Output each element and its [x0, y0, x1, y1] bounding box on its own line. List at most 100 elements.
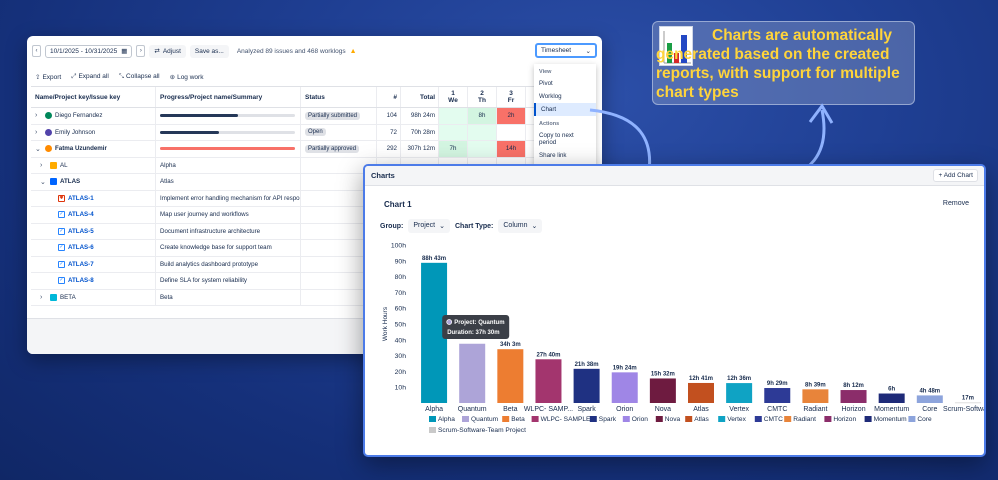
day-cell[interactable]: 8h [468, 108, 497, 124]
x-tick-label: Nova [655, 406, 671, 413]
y-tick-label: 30h [395, 353, 407, 360]
expand-all-button[interactable]: ⤢ Expand all [71, 73, 109, 81]
prev-period-button[interactable]: ‹ [32, 45, 41, 57]
charts-panel-header: Charts + Add Chart [365, 166, 984, 186]
next-period-button[interactable]: › [136, 45, 146, 57]
add-chart-button[interactable]: + Add Chart [933, 169, 978, 182]
x-tick-label: WLPC- SAMP... [524, 406, 573, 413]
menu-item-worklog[interactable]: Worklog [539, 93, 562, 100]
issue-key-link[interactable]: ATLAS-7 [68, 260, 94, 268]
day-value: 14h [505, 145, 517, 153]
day-value: 8h [478, 112, 486, 120]
issue-key-link[interactable]: ATLAS-4 [68, 211, 94, 219]
user-name[interactable]: Emily Johnson [55, 128, 96, 136]
issue-key-link[interactable]: ATLAS-5 [68, 227, 94, 235]
legend-label: Radiant [793, 416, 816, 423]
col-num-header[interactable]: # [377, 87, 401, 107]
chevron-right-icon[interactable]: › [35, 128, 38, 136]
chevron-right-icon[interactable]: › [40, 161, 43, 169]
status-badge[interactable]: Partially approved [305, 144, 360, 153]
remove-chart-button[interactable]: Remove [942, 200, 969, 207]
x-tick-label: Core [922, 406, 937, 413]
legend-swatch [429, 427, 436, 433]
day-cell[interactable] [497, 124, 526, 140]
day-cell[interactable]: 7h [439, 141, 468, 157]
menu-item-chart[interactable]: Chart [534, 103, 596, 116]
day-number: 2 [480, 90, 484, 97]
table-row[interactable]: ⌄ Fatma Uzundemir Partially approved 292 307… [31, 141, 561, 158]
collapse-icon: ⤡ [118, 73, 125, 80]
project-key[interactable]: ATLAS [60, 178, 81, 186]
x-tick-label: Atlas [693, 406, 709, 413]
bar [726, 383, 753, 403]
save-as-button[interactable]: Save as... [189, 44, 229, 58]
table-row[interactable]: › Diego Fernandez Partially submitted 104 98… [31, 108, 561, 125]
summary-cell [156, 108, 301, 124]
chart-type-select[interactable]: Column ⌄ [498, 219, 543, 233]
user-name[interactable]: Diego Fernandez [55, 112, 103, 120]
day-cell[interactable]: 2h [497, 108, 526, 124]
num-cell: 104 [377, 108, 401, 124]
y-tick-label: 20h [395, 369, 407, 376]
chevron-right-icon[interactable]: › [35, 112, 38, 120]
date-range-picker[interactable]: 10/1/2025 - 10/31/2025 ▦ [45, 44, 133, 58]
collapse-all-button[interactable]: ⤡ Collapse all [119, 73, 160, 81]
legend-swatch [429, 416, 436, 422]
chevron-down-icon[interactable]: ⌄ [35, 145, 41, 153]
day-cell[interactable] [439, 124, 468, 140]
col-day-header[interactable]: 1 We [439, 87, 468, 107]
chevron-down-icon[interactable]: ⌄ [40, 178, 46, 186]
user-name[interactable]: Fatma Uzundemir [55, 145, 107, 153]
chart-type-label: Chart Type: [455, 222, 494, 230]
key-cell: › BETA [31, 289, 156, 305]
day-cell[interactable]: 14h [497, 141, 526, 157]
data-label: 9h 29m [767, 381, 788, 387]
tooltip-box [442, 315, 510, 339]
legend-label: Nova [665, 416, 681, 423]
export-button[interactable]: ⇪ Export [35, 73, 61, 81]
adjust-button[interactable]: ⇄ Adjust [149, 44, 186, 58]
legend-label: Scrum-Software-Team Project [438, 427, 526, 434]
group-select[interactable]: Project ⌄ [408, 219, 450, 233]
legend-swatch [784, 416, 792, 422]
col-day-header[interactable]: 2 Th [468, 87, 497, 107]
y-tick-label: 40h [395, 337, 407, 344]
bar [459, 343, 486, 403]
chevron-down-icon: ⌄ [531, 223, 538, 230]
menu-item-share-link[interactable]: Share link [539, 152, 567, 159]
total-cell: 307h 12m [401, 141, 439, 157]
legend-swatch [864, 416, 872, 422]
total-time: 70h 28m [410, 128, 435, 136]
summary-text: Beta [160, 293, 173, 301]
day-cell[interactable] [439, 108, 468, 124]
num-cell: 72 [377, 124, 401, 140]
issue-key-link[interactable]: ATLAS-6 [68, 244, 94, 252]
issue-key-link[interactable]: ATLAS-8 [68, 277, 94, 285]
project-key[interactable]: BETA [60, 293, 76, 301]
chart-controls: Group: Project ⌄ Chart Type: Column ⌄ [380, 219, 543, 233]
table-row[interactable]: › Emily Johnson Open 72 70h 28m [31, 124, 561, 141]
log-work-button[interactable]: ⊕ Log work [170, 73, 204, 81]
summary-text: Implement error handling mechanism for A… [160, 194, 301, 202]
legend-swatch [718, 416, 726, 422]
view-select[interactable]: Timesheet ⌄ [535, 43, 597, 58]
day-cell[interactable] [468, 124, 497, 140]
menu-item-pivot[interactable]: Pivot [539, 80, 553, 87]
chart-type-select-value: Column [503, 222, 528, 229]
col-total-header[interactable]: Total [401, 87, 439, 107]
avatar [45, 128, 52, 136]
col-key-header[interactable]: Name/Project key/Issue key [31, 87, 156, 107]
status-badge[interactable]: Open [305, 128, 326, 137]
col-day-header[interactable]: 3 Fr [497, 87, 526, 107]
chevron-right-icon[interactable]: › [40, 293, 43, 301]
timesheet-table: Name/Project key/Issue key Progress/Proj… [31, 86, 561, 306]
day-cell[interactable] [468, 141, 497, 157]
y-axis-title: Work Hours [382, 306, 389, 341]
status-badge[interactable]: Partially submitted [305, 111, 361, 120]
project-key[interactable]: AL [60, 161, 68, 169]
col-status-header[interactable]: Status [301, 87, 377, 107]
col-summary-header[interactable]: Progress/Project name/Summary [156, 87, 301, 107]
issue-key-link[interactable]: ATLAS-1 [68, 194, 94, 202]
menu-group-view: View [539, 69, 552, 75]
menu-item-copy-next-period[interactable]: Copy to next period [539, 132, 574, 146]
